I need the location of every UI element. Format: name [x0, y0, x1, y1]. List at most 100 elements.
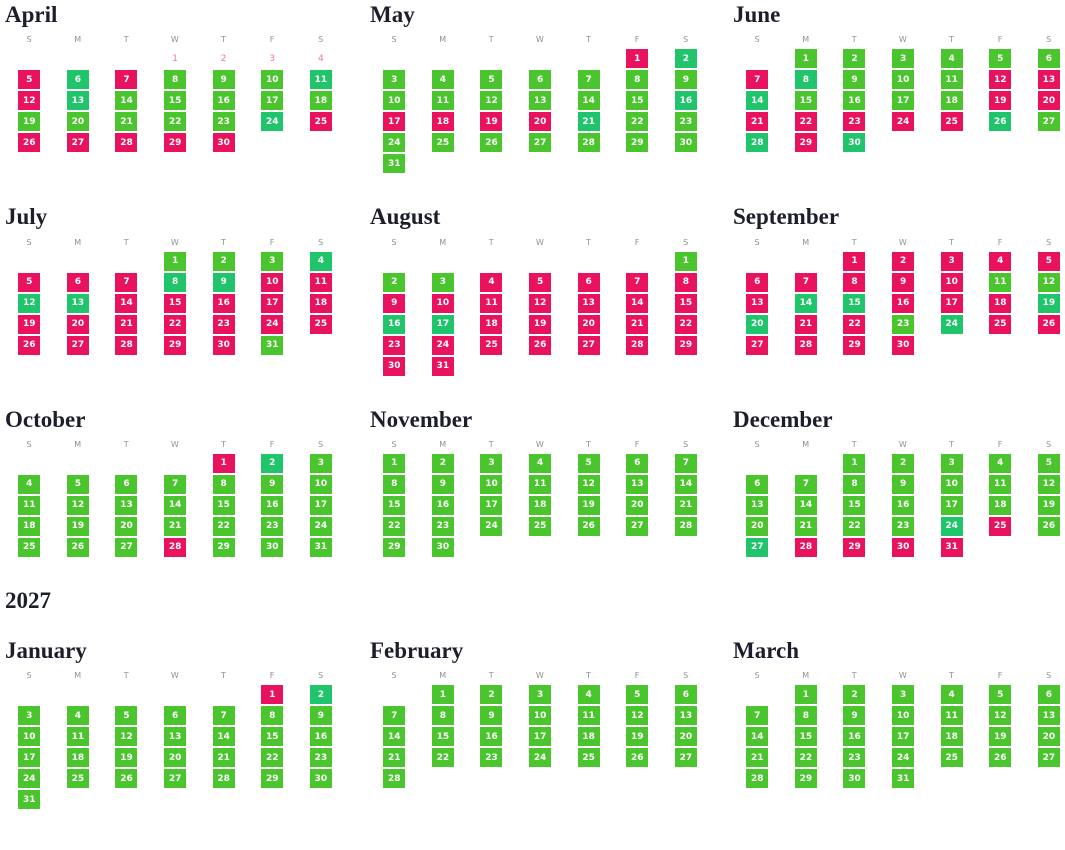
day-cell[interactable]: 17 [940, 293, 963, 313]
day-cell[interactable]: 6 [577, 272, 600, 292]
day-cell[interactable]: 27 [674, 748, 697, 768]
day-cell[interactable]: 3 [892, 685, 915, 705]
day-cell[interactable]: 19 [577, 495, 600, 515]
day-cell[interactable]: 26 [529, 335, 552, 355]
day-cell[interactable]: 13 [164, 727, 187, 747]
day-cell[interactable]: 1 [794, 49, 817, 69]
day-cell[interactable]: 4 [940, 49, 963, 69]
day-cell[interactable]: 1 [626, 49, 649, 69]
day-cell[interactable]: 10 [480, 474, 503, 494]
day-cell[interactable]: 21 [212, 748, 235, 768]
day-cell[interactable]: 3 [18, 706, 41, 726]
day-cell[interactable]: 12 [1037, 272, 1060, 292]
day-cell[interactable]: 30 [892, 537, 915, 557]
day-cell[interactable]: 16 [892, 293, 915, 313]
day-cell[interactable]: 17 [940, 495, 963, 515]
day-cell[interactable]: 7 [577, 70, 600, 90]
day-cell[interactable]: 23 [309, 748, 332, 768]
day-cell[interactable]: 4 [66, 706, 89, 726]
day-cell[interactable]: 27 [746, 537, 769, 557]
day-cell[interactable]: 27 [115, 537, 138, 557]
day-cell[interactable]: 29 [794, 133, 817, 153]
day-cell[interactable]: 9 [261, 474, 284, 494]
day-cell[interactable]: 2 [431, 453, 454, 473]
day-cell[interactable]: 23 [892, 516, 915, 536]
day-cell[interactable]: 5 [1037, 453, 1060, 473]
day-cell[interactable]: 12 [577, 474, 600, 494]
day-cell[interactable]: 30 [309, 769, 332, 789]
day-cell[interactable]: 7 [212, 706, 235, 726]
day-cell[interactable]: 20 [66, 314, 89, 334]
day-cell[interactable]: 29 [626, 133, 649, 153]
day-cell[interactable]: 4 [480, 272, 503, 292]
day-cell[interactable]: 7 [626, 272, 649, 292]
day-cell[interactable]: 14 [115, 293, 138, 313]
day-cell[interactable]: 26 [18, 133, 41, 153]
day-cell[interactable]: 25 [431, 133, 454, 153]
day-cell[interactable]: 23 [843, 748, 866, 768]
day-cell[interactable]: 26 [989, 748, 1012, 768]
day-cell[interactable]: 2 [892, 251, 915, 271]
day-cell[interactable]: 24 [940, 516, 963, 536]
day-cell[interactable]: 9 [212, 272, 235, 292]
day-cell[interactable]: 13 [1037, 70, 1060, 90]
day-cell[interactable]: 4 [529, 453, 552, 473]
day-cell[interactable]: 29 [212, 537, 235, 557]
day-cell[interactable]: 31 [383, 154, 406, 174]
day-cell[interactable]: 24 [480, 516, 503, 536]
day-cell[interactable]: 22 [843, 314, 866, 334]
day-cell[interactable]: 16 [892, 495, 915, 515]
day-cell[interactable]: 12 [18, 293, 41, 313]
day-cell[interactable]: 17 [431, 314, 454, 334]
day-cell[interactable]: 5 [1037, 251, 1060, 271]
day-cell[interactable]: 15 [794, 727, 817, 747]
day-cell[interactable]: 27 [66, 133, 89, 153]
day-cell[interactable]: 28 [212, 769, 235, 789]
day-cell[interactable]: 6 [1037, 685, 1060, 705]
day-cell[interactable]: 29 [383, 537, 406, 557]
day-cell[interactable]: 12 [115, 727, 138, 747]
day-cell[interactable]: 7 [746, 70, 769, 90]
day-cell[interactable]: 7 [794, 272, 817, 292]
day-cell[interactable]: 20 [674, 727, 697, 747]
day-cell[interactable]: 5 [989, 685, 1012, 705]
day-cell[interactable]: 11 [577, 706, 600, 726]
day-cell[interactable]: 23 [843, 112, 866, 132]
day-cell[interactable]: 12 [18, 91, 41, 111]
day-cell[interactable]: 21 [674, 495, 697, 515]
day-cell[interactable]: 28 [115, 335, 138, 355]
day-cell[interactable]: 18 [989, 293, 1012, 313]
day-cell[interactable]: 31 [261, 335, 284, 355]
day-cell[interactable]: 22 [164, 112, 187, 132]
day-cell[interactable]: 7 [115, 272, 138, 292]
day-cell[interactable]: 1 [431, 685, 454, 705]
day-cell[interactable]: 1 [843, 453, 866, 473]
day-cell[interactable]: 24 [892, 748, 915, 768]
day-cell[interactable]: 16 [431, 495, 454, 515]
day-cell[interactable]: 8 [794, 70, 817, 90]
day-cell[interactable]: 21 [115, 314, 138, 334]
day-cell[interactable]: 21 [115, 112, 138, 132]
day-cell[interactable]: 16 [212, 293, 235, 313]
day-cell[interactable]: 31 [431, 356, 454, 376]
day-cell[interactable]: 18 [989, 495, 1012, 515]
day-cell[interactable]: 15 [843, 495, 866, 515]
day-cell[interactable]: 8 [674, 272, 697, 292]
day-cell[interactable]: 8 [164, 70, 187, 90]
day-cell[interactable]: 20 [66, 112, 89, 132]
day-cell[interactable]: 28 [794, 335, 817, 355]
day-cell[interactable]: 14 [626, 293, 649, 313]
day-cell[interactable]: 10 [309, 474, 332, 494]
day-cell[interactable]: 1 [212, 453, 235, 473]
day-cell[interactable]: 19 [989, 727, 1012, 747]
day-cell[interactable]: 28 [746, 133, 769, 153]
day-cell[interactable]: 21 [626, 314, 649, 334]
day-cell[interactable]: 19 [1037, 293, 1060, 313]
day-cell[interactable]: 28 [674, 516, 697, 536]
day-cell[interactable]: 2 [309, 685, 332, 705]
day-cell[interactable]: 26 [480, 133, 503, 153]
day-cell[interactable]: 25 [66, 769, 89, 789]
day-cell[interactable]: 16 [480, 727, 503, 747]
day-cell[interactable]: 5 [989, 49, 1012, 69]
day-cell[interactable]: 20 [529, 112, 552, 132]
